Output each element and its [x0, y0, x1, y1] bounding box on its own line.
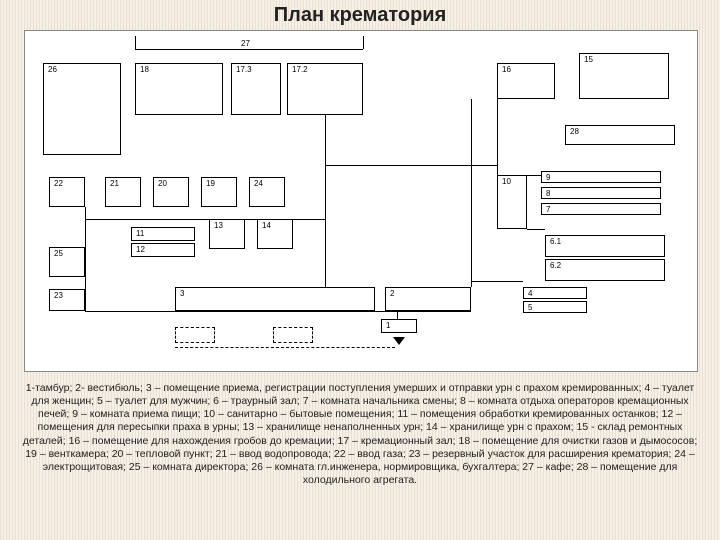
room-23: 23	[49, 289, 85, 311]
room-7: 7	[541, 203, 661, 215]
room-label: 10	[502, 178, 511, 186]
room-13: 13	[209, 219, 245, 249]
page: План крематория 27 261817.317.2161528222…	[0, 0, 720, 540]
room-15: 15	[579, 53, 669, 99]
room-3: 3	[175, 287, 375, 311]
room-28: 28	[565, 125, 675, 145]
room-label: 24	[254, 180, 263, 188]
wall-seg	[85, 207, 86, 311]
room-25: 25	[49, 247, 85, 277]
wall-seg	[471, 99, 472, 287]
room-label: 23	[54, 292, 63, 300]
wall-seg	[397, 311, 398, 319]
corridor-line	[135, 49, 363, 50]
room-21: 21	[105, 177, 141, 207]
wall-seg	[527, 175, 541, 176]
room-label: 26	[48, 66, 57, 74]
room-19: 19	[201, 177, 237, 207]
room-label: 13	[214, 222, 223, 230]
room-label: 20	[158, 180, 167, 188]
room-label: 2	[390, 290, 394, 298]
room-6.1: 6.1	[545, 235, 665, 257]
room-17.3: 17.3	[231, 63, 281, 115]
wall-seg	[85, 311, 471, 312]
room-18: 18	[135, 63, 223, 115]
room-22: 22	[49, 177, 85, 207]
room-label: 19	[206, 180, 215, 188]
room-2: 2	[385, 287, 471, 311]
room-label: 15	[584, 56, 593, 64]
page-title: План крематория	[0, 4, 720, 27]
wall-seg	[325, 115, 326, 287]
room-label: 16	[502, 66, 511, 74]
room-label: 11	[136, 230, 144, 238]
room-label: 25	[54, 250, 63, 258]
room-5: 5	[523, 301, 587, 313]
room-17.2: 17.2	[287, 63, 363, 115]
room-label: 17.2	[292, 66, 308, 74]
room-24: 24	[249, 177, 285, 207]
wall-seg	[527, 229, 545, 230]
room-label: 6.1	[550, 238, 561, 246]
room-label: 4	[528, 290, 532, 298]
room-1: 1	[381, 319, 417, 333]
room-10: 10	[497, 175, 527, 229]
room-label: 21	[110, 180, 119, 188]
room-label: 6.2	[550, 262, 561, 270]
room-label: 18	[140, 66, 149, 74]
room-label: 7	[546, 206, 550, 214]
room-12: 12	[131, 243, 195, 257]
room-label: 17.3	[236, 66, 252, 74]
dash-box	[175, 327, 215, 343]
room-label: 22	[54, 180, 63, 188]
room-8: 8	[541, 187, 661, 199]
wall-seg	[497, 99, 498, 175]
room-label: 8	[546, 190, 550, 198]
room-9: 9	[541, 171, 661, 183]
room-label: 3	[180, 290, 184, 298]
room-label: 28	[570, 128, 579, 136]
room-20: 20	[153, 177, 189, 207]
dash-line	[175, 347, 395, 348]
room-4: 4	[523, 287, 587, 299]
floorplan-diagram: 27 261817.317.21615282221201924109871112…	[24, 30, 698, 372]
room-label: 14	[262, 222, 271, 230]
room-26: 26	[43, 63, 121, 155]
room-6.2: 6.2	[545, 259, 665, 281]
legend-text: 1-тамбур; 2- вестибюль; 3 – помещение пр…	[20, 382, 700, 487]
dash-box	[273, 327, 313, 343]
room-label: 5	[528, 304, 532, 312]
room-11: 11	[131, 227, 195, 241]
corridor-label: 27	[241, 39, 250, 48]
wall-seg	[363, 36, 364, 49]
room-14: 14	[257, 219, 293, 249]
room-16: 16	[497, 63, 555, 99]
entrance-marker-icon	[393, 337, 405, 345]
wall-seg	[471, 281, 523, 282]
room-label: 12	[136, 246, 145, 254]
wall-seg	[135, 36, 136, 49]
room-label: 9	[546, 174, 550, 182]
room-label: 1	[386, 322, 390, 330]
